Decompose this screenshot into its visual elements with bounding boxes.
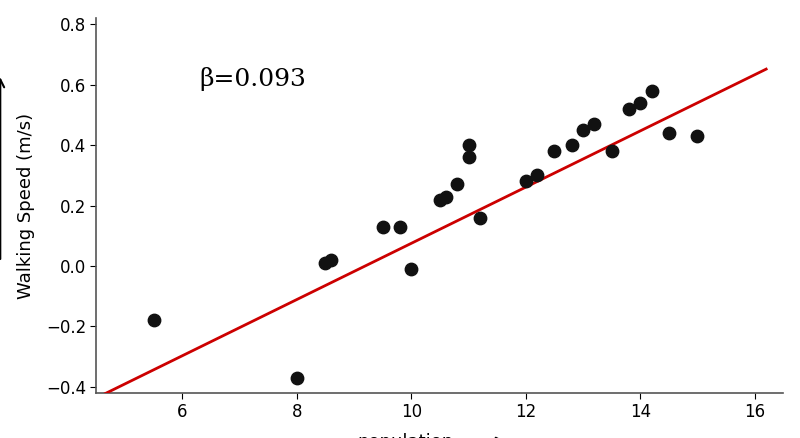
Point	[434, 196, 446, 203]
Point	[450, 181, 463, 188]
Point	[394, 223, 406, 230]
Point	[691, 133, 704, 140]
Point	[530, 172, 543, 179]
Point	[662, 130, 675, 137]
Y-axis label: Walking Speed (m/s): Walking Speed (m/s)	[17, 113, 34, 299]
Point	[376, 223, 389, 230]
Point	[405, 265, 418, 272]
Point	[462, 154, 475, 161]
Point	[577, 127, 590, 134]
Point	[588, 120, 601, 127]
Point	[147, 317, 160, 324]
Point	[319, 259, 332, 266]
Point	[606, 148, 618, 155]
Point	[634, 99, 646, 106]
Point	[646, 87, 658, 94]
Point	[462, 141, 475, 148]
Point	[474, 214, 486, 221]
Point	[622, 106, 635, 113]
Point	[290, 374, 303, 381]
Point	[565, 141, 578, 148]
Point	[325, 257, 338, 264]
Point	[548, 148, 561, 155]
Point	[439, 193, 452, 200]
Text: β=0.093: β=0.093	[199, 67, 306, 91]
Text: population: population	[358, 433, 454, 438]
Point	[519, 178, 532, 185]
